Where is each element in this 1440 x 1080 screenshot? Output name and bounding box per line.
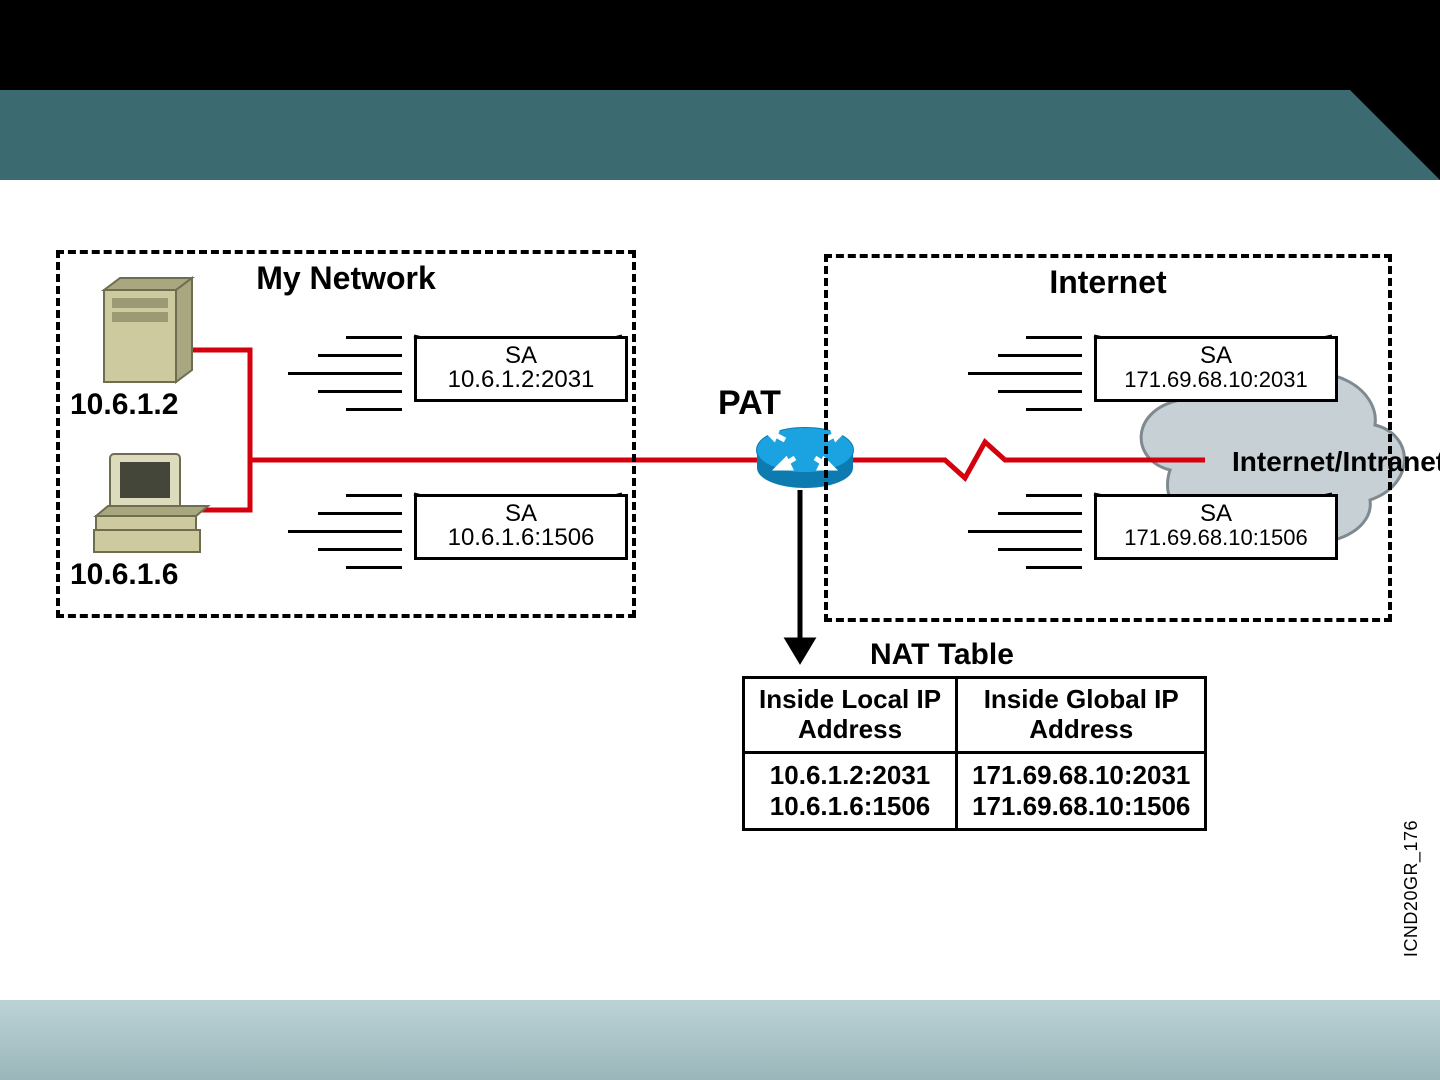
nat-col2-header: Inside Global IPAddress — [957, 678, 1206, 753]
packet-right-2: SA 171.69.68.10:1506 — [1094, 494, 1338, 560]
packet-left-1: SA 10.6.1.2:2031 — [414, 336, 628, 402]
packet-right-1: SA 171.69.68.10:2031 — [1094, 336, 1338, 402]
nat-cell: 171.69.68.10:2031171.69.68.10:1506 — [957, 752, 1206, 829]
host1-ip-label: 10.6.1.2 — [70, 388, 178, 422]
right-network-box: Internet — [824, 254, 1392, 622]
packet-value: 10.6.1.2:2031 — [417, 365, 625, 395]
packet-value: 171.69.68.10:2031 — [1097, 365, 1335, 395]
cloud-label: Internet/Intranet — [1232, 446, 1440, 478]
right-box-title: Internet — [828, 264, 1388, 301]
nat-col1-header: Inside Local IPAddress — [744, 678, 957, 753]
nat-table-body: 10.6.1.2:203110.6.1.6:1506171.69.68.10:2… — [744, 752, 1206, 829]
packet-value: 171.69.68.10:1506 — [1097, 523, 1335, 553]
diagram-canvas: My Network 10.6.1.2 10.6.1.6 SA 10.6.1.2… — [0, 0, 1440, 1080]
nat-table: Inside Local IPAddress Inside Global IPA… — [742, 676, 1207, 831]
packet-left-2: SA 10.6.1.6:1506 — [414, 494, 628, 560]
slide-reference: ICND20GR_176 — [1401, 820, 1422, 957]
arrow-to-table — [788, 490, 812, 660]
pat-label: PAT — [718, 384, 781, 423]
left-box-title: My Network — [60, 260, 632, 297]
nat-table-title: NAT Table — [870, 638, 1014, 672]
host2-ip-label: 10.6.1.6 — [70, 558, 178, 592]
nat-cell: 10.6.1.2:203110.6.1.6:1506 — [744, 752, 957, 829]
packet-value: 10.6.1.6:1506 — [417, 523, 625, 553]
